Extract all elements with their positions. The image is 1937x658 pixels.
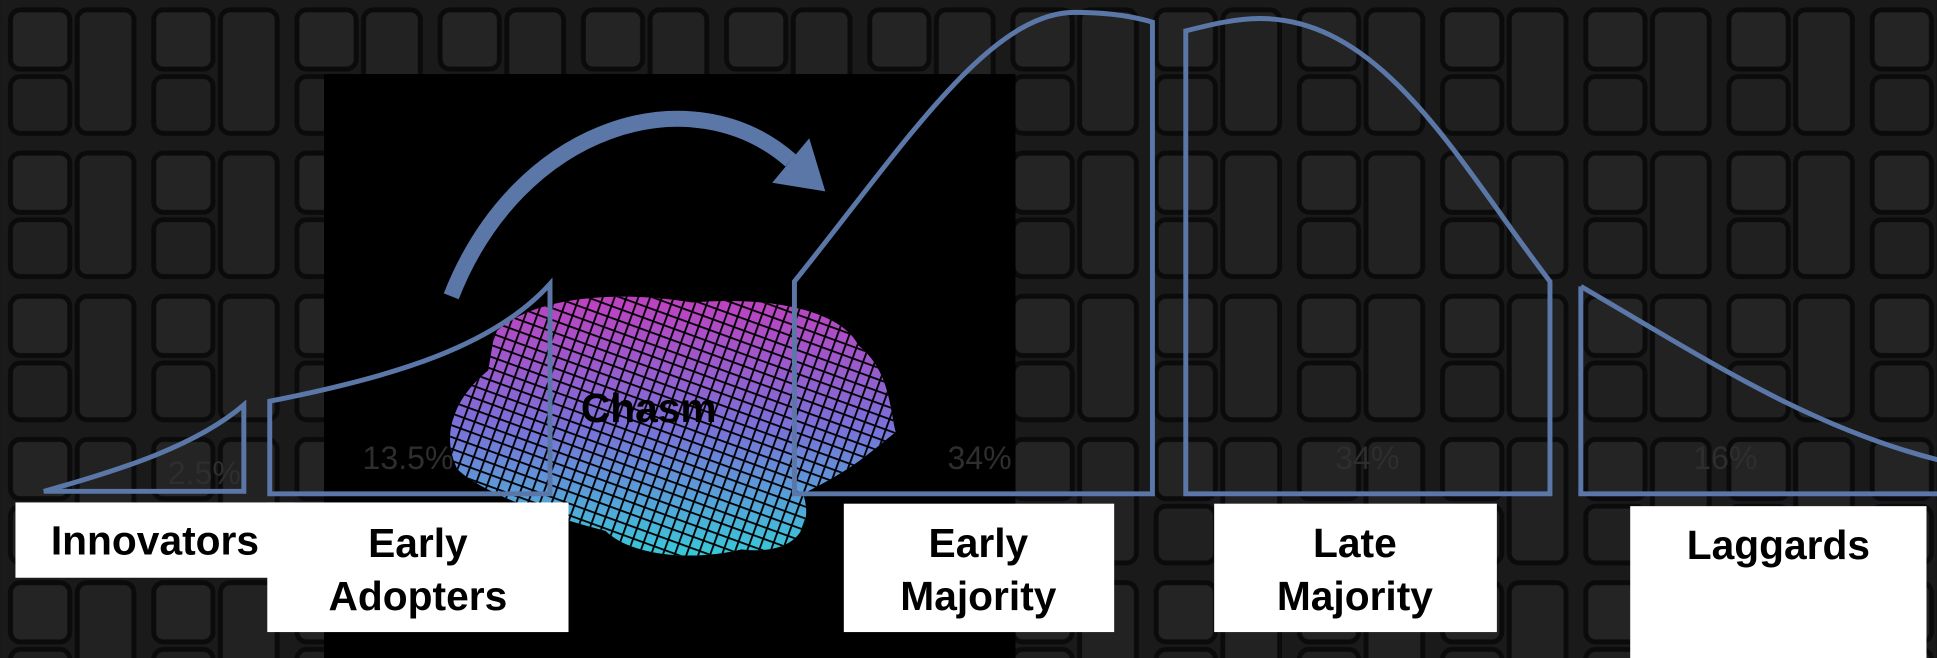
- label-box: [843, 503, 1115, 633]
- share-label: 34%: [1335, 440, 1399, 476]
- label-box: [267, 502, 569, 633]
- chasm-label: Chasm: [581, 385, 717, 431]
- segment-label: Early Majority: [900, 520, 1056, 619]
- curve-segment: [1183, 16, 1553, 497]
- chasm-blob: [450, 296, 896, 556]
- share-label: 13.5%: [363, 440, 454, 476]
- curve-segment: [43, 399, 247, 494]
- curve-segment: [267, 277, 553, 497]
- label-box: [1214, 503, 1497, 633]
- segment-label: Late Majority: [1277, 520, 1433, 619]
- segment-label: Laggards: [1687, 522, 1870, 568]
- segment-label: Innovators: [51, 517, 259, 563]
- label-box: [15, 502, 295, 578]
- share-label: 2.5%: [168, 455, 241, 491]
- share-label: 34%: [948, 440, 1012, 476]
- chasm-arrow: [443, 110, 826, 300]
- share-label: 16%: [1693, 440, 1757, 476]
- curve-segment: [791, 9, 1155, 497]
- segment-label: Early Adopters: [329, 520, 508, 619]
- label-box: [1630, 506, 1927, 658]
- curve-segment: [1578, 284, 1937, 497]
